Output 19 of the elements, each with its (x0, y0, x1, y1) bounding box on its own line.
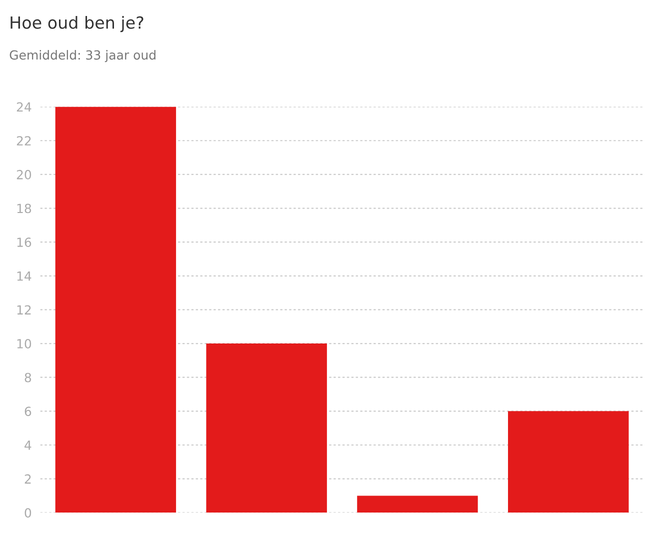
y-tick-label: 2 (24, 474, 31, 484)
y-tick-label: 12 (17, 305, 31, 314)
y-tick-label: 22 (16, 136, 31, 146)
y-tick-label: 6 (24, 406, 32, 416)
bar (357, 496, 478, 513)
y-tick-label: 0 (24, 508, 32, 518)
y-tick-label: 8 (24, 372, 32, 382)
y-tick-label: 16 (17, 238, 32, 248)
y-tick-label: 24 (16, 102, 32, 112)
y-tick-label: 18 (17, 204, 32, 214)
y-tick-label: 20 (16, 170, 32, 180)
chart-title: Hoe oud ben je? (10, 16, 144, 32)
y-tick-label: 10 (17, 339, 32, 348)
bar (206, 344, 327, 513)
chart-subtitle: Gemiddeld: 33 jaar oud (10, 50, 156, 62)
y-tick-label: 4 (24, 440, 32, 450)
bar (508, 411, 629, 513)
bar (55, 106, 176, 513)
y-tick-label: 14 (17, 272, 32, 281)
